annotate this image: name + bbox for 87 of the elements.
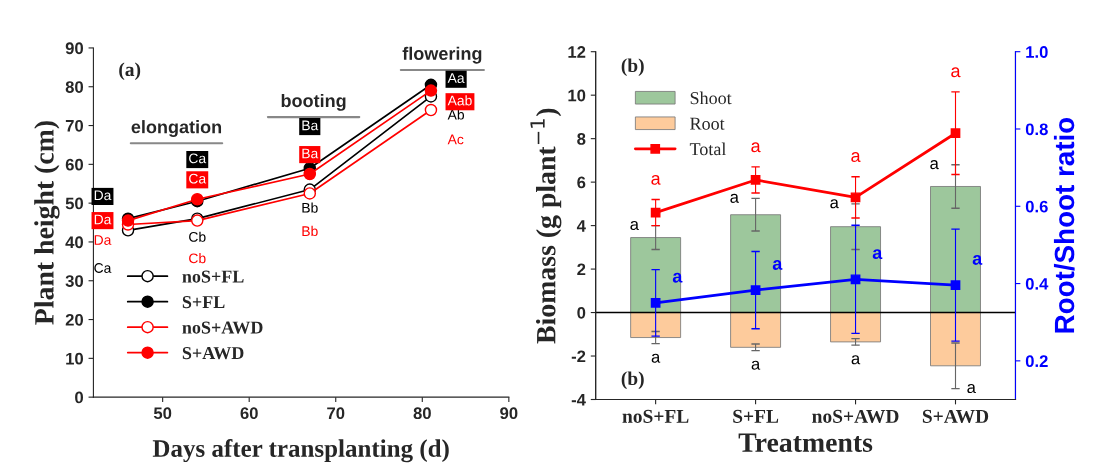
y-tick-label: 60 (65, 158, 84, 171)
data-label: Aa (447, 73, 465, 83)
data-label: a (967, 383, 976, 394)
y2-tick-label: 0.2 (1025, 355, 1048, 368)
y-tick-label: 30 (65, 275, 84, 287)
x-tick-label: 70 (327, 407, 345, 420)
data-label: Ba (302, 120, 319, 131)
data-label: a (651, 353, 661, 363)
legend-label: Root (690, 117, 725, 130)
x-axis-title: Days after transplanting (d) (152, 439, 449, 463)
data-label: a (930, 160, 939, 170)
annotation: flowering (402, 46, 482, 64)
x-tick-label: 80 (413, 407, 431, 420)
data-label: Bb (302, 225, 318, 237)
legend-label: S+AWD (182, 347, 244, 360)
y-axis-title: Plant height (cm) (34, 121, 60, 325)
y-axis-title: Biomass (g plant$^{−1}$) (530, 108, 562, 344)
data-label: Ba (302, 148, 319, 159)
y-tick-label: 0 (75, 391, 84, 404)
y2-axis-title: Root/Shoot ratio (1053, 117, 1075, 333)
y-tick-label: 70 (65, 119, 84, 132)
data-label: Da (94, 214, 112, 225)
y2-tick-label: 0.6 (1025, 200, 1048, 213)
x-tick-label: S+AWD (922, 409, 989, 424)
data-label: a (751, 142, 761, 153)
legend-label: noS+AWD (182, 321, 263, 334)
y-tick-label: 4 (576, 220, 586, 232)
x-tick-label: 50 (153, 407, 172, 420)
x-axis-title: Treatments (738, 433, 873, 452)
x-tick-label: noS+AWD (812, 409, 899, 424)
x-tick-label: 60 (240, 407, 258, 420)
y-tick-label: 8 (577, 133, 586, 145)
y-tick-label: 50 (65, 197, 84, 210)
data-label: Ca (94, 263, 112, 273)
data-label: a (672, 272, 683, 283)
data-label: Da (94, 235, 112, 245)
y-tick-label: 12 (568, 46, 586, 58)
annotation: (a) (119, 62, 141, 81)
y2-tick-label: 0.4 (1025, 277, 1049, 290)
point (303, 187, 317, 200)
y-tick-label: -2 (571, 350, 586, 363)
y-tick-label: 0 (577, 306, 586, 319)
data-label: Bb (302, 202, 318, 213)
annotation: (b) (621, 371, 644, 390)
data-label: a (830, 199, 839, 209)
data-label: Aab (447, 95, 472, 106)
annotation: (b) (621, 58, 644, 77)
data-label: Ca (189, 173, 207, 184)
data-label: a (751, 360, 761, 370)
data-label: Da (94, 190, 112, 201)
point (424, 103, 438, 117)
x-tick-label: 90 (500, 407, 518, 420)
y-tick-label: 10 (66, 352, 84, 365)
y-tick-label: 40 (65, 236, 84, 249)
legend-label: S+FL (182, 296, 225, 309)
y-tick-label: 10 (568, 89, 586, 102)
legend-label: noS+FL (182, 270, 244, 283)
data-label: a (951, 67, 961, 78)
data-label: a (972, 254, 983, 265)
data-label: a (851, 355, 861, 365)
point (424, 84, 438, 97)
x-tick-label: S+FL (733, 409, 779, 423)
data-label: a (651, 174, 661, 185)
data-label: Ca (189, 153, 207, 164)
y-tick-label: 80 (65, 81, 84, 93)
data-label: Ab (447, 109, 465, 120)
data-label: a (772, 260, 783, 270)
data-label: Cb (189, 253, 206, 264)
data-label: a (730, 193, 739, 203)
data-label: Cb (189, 231, 206, 242)
x-tick-label: noS+FL (622, 409, 689, 423)
y2-tick-label: 0.8 (1025, 123, 1048, 136)
y-tick-label: 20 (65, 313, 84, 326)
y-tick-label: 6 (577, 176, 586, 189)
data-label: Ac (447, 134, 464, 145)
annotation: elongation (131, 120, 222, 137)
legend-label: Total (689, 142, 727, 156)
y2-tick-label: 1.0 (1026, 46, 1048, 58)
y-tick-label: -4 (571, 394, 586, 406)
y-tick-label: 90 (65, 42, 84, 55)
legend-label: Shoot (690, 91, 732, 105)
point (303, 167, 317, 181)
data-label: a (851, 152, 861, 163)
data-label: a (872, 249, 883, 260)
data-label: a (630, 220, 639, 231)
annotation: booting (281, 93, 346, 111)
y-tick-label: 2 (577, 263, 586, 276)
